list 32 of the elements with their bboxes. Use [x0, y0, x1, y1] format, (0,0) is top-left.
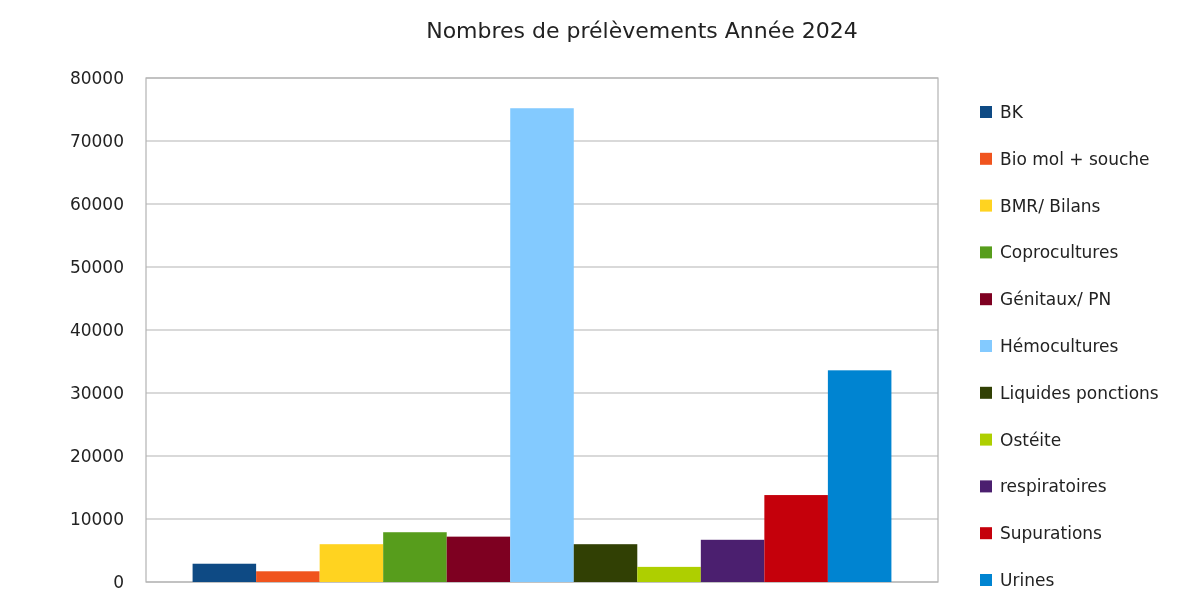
bar [192, 563, 257, 582]
bar [319, 544, 384, 582]
bar [446, 536, 511, 582]
bar [383, 532, 447, 582]
bar [256, 571, 320, 582]
legend-label: Hémocultures [1000, 335, 1119, 356]
y-tick-label: 20000 [69, 445, 124, 466]
legend-label: Urines [1000, 569, 1055, 590]
legend-label: Ostéite [1000, 429, 1062, 450]
bar [637, 566, 701, 582]
bar [510, 108, 574, 582]
y-tick-label: 70000 [69, 130, 124, 151]
legend-label: Supurations [1000, 523, 1103, 544]
y-tick-label: 10000 [69, 508, 124, 529]
bar [573, 544, 638, 582]
chart-title: Nombres de prélèvements Année 2024 [426, 18, 858, 43]
bar [764, 495, 828, 582]
y-tick-label: 40000 [69, 319, 124, 340]
legend-label: Génitaux/ PN [1000, 289, 1112, 310]
y-tick-label: 50000 [69, 256, 124, 277]
legend-label: BK [1000, 101, 1024, 122]
y-tick-label: 0 [113, 571, 124, 592]
y-tick-label: 80000 [69, 67, 124, 88]
y-tick-label: 30000 [69, 382, 124, 403]
y-tick-label: 60000 [69, 193, 124, 214]
legend-label: Liquides ponctions [1000, 382, 1159, 403]
legend-label: Coprocultures [1000, 242, 1119, 263]
legend-label: respiratoires [1000, 476, 1107, 497]
legend-label: BMR/ Bilans [1000, 195, 1101, 216]
bar [700, 539, 765, 582]
bar [827, 370, 892, 582]
legend-label: Bio mol + souche [1000, 148, 1150, 169]
